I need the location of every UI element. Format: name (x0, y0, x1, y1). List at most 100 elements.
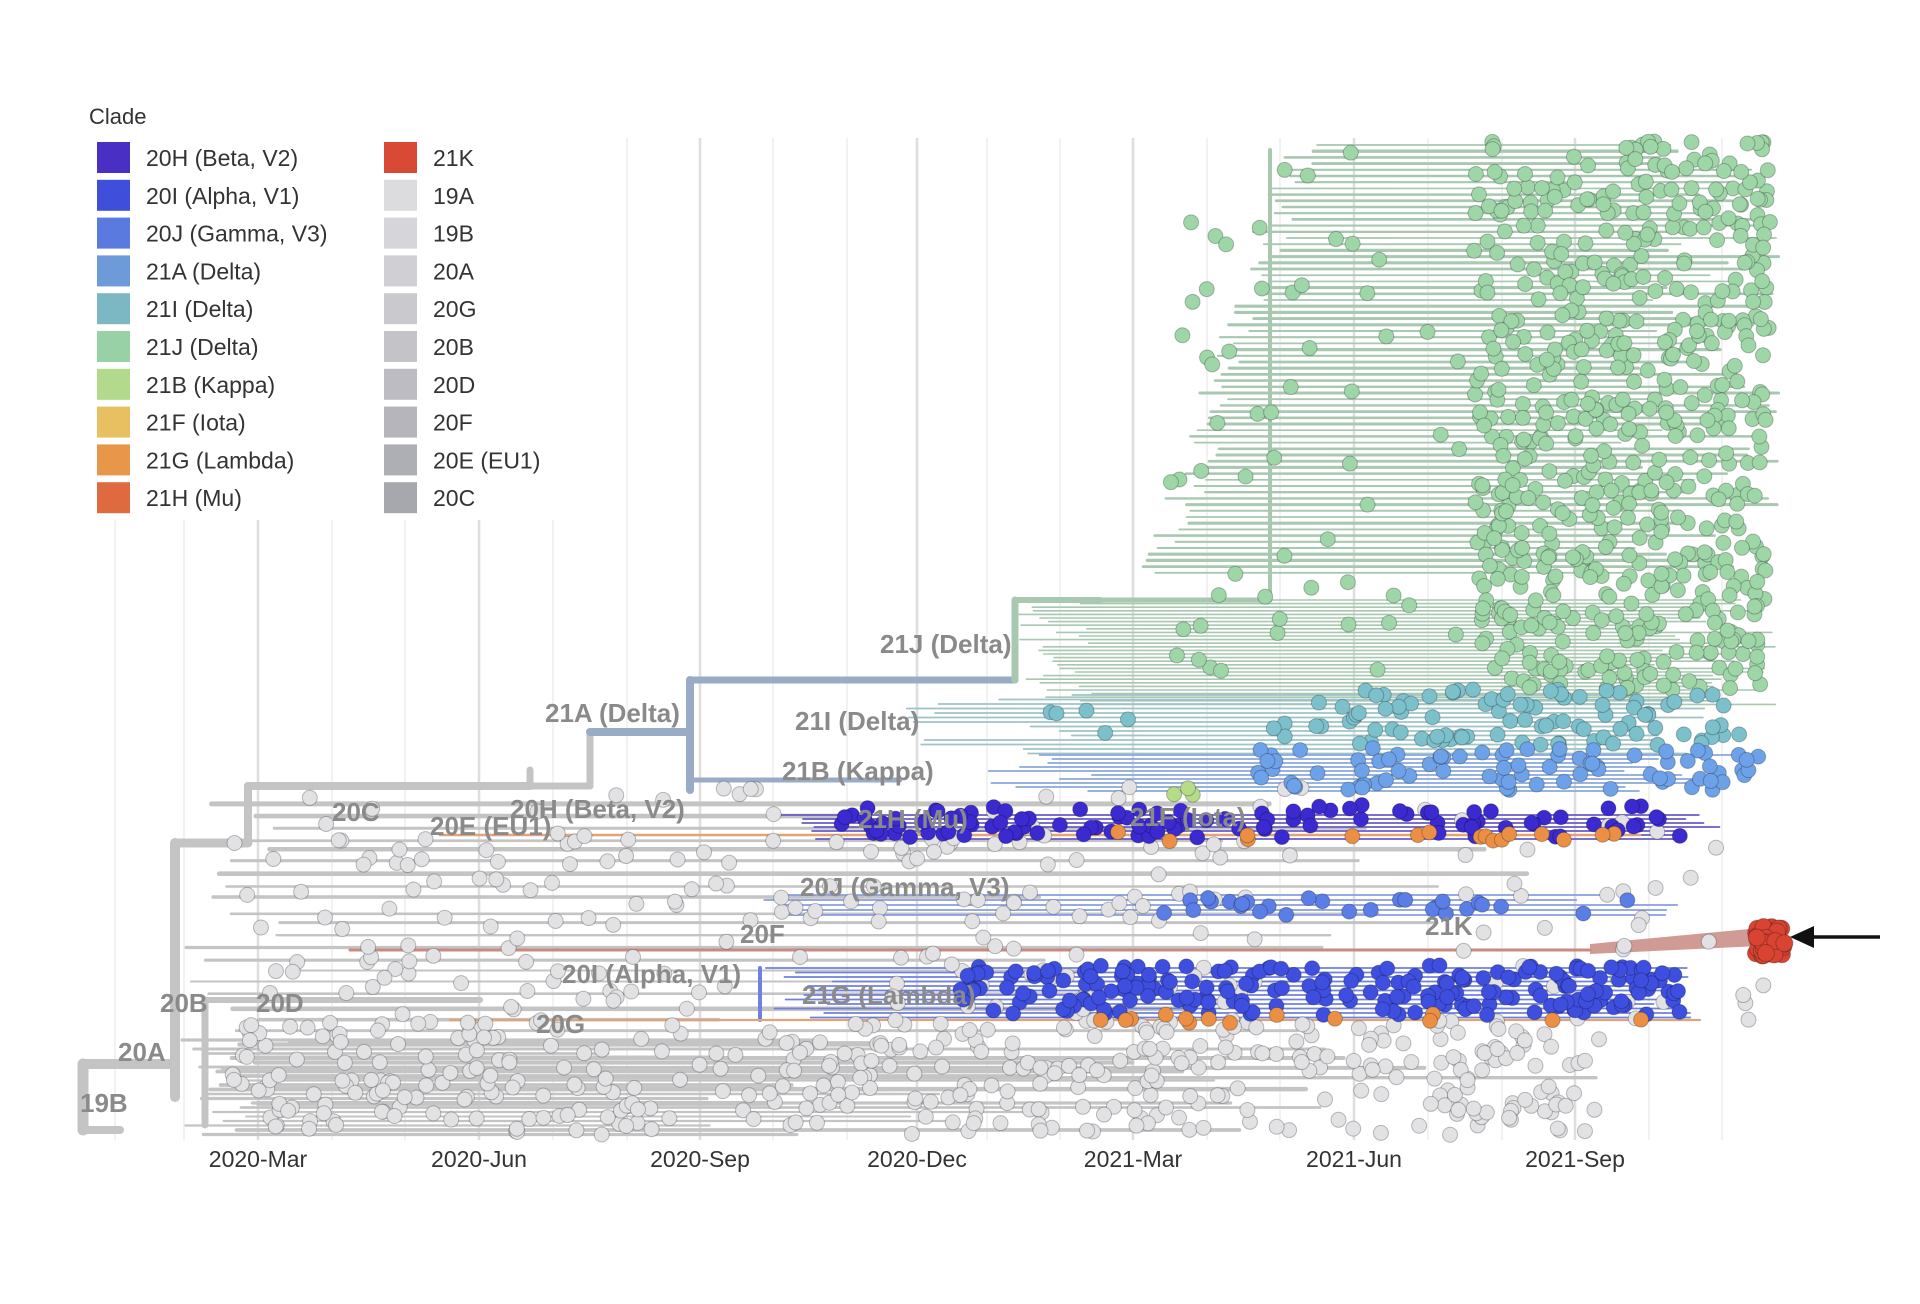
tip (1706, 614, 1723, 631)
tip (1513, 568, 1530, 585)
tip (1341, 903, 1358, 920)
tip (1304, 960, 1321, 977)
tip (1621, 420, 1638, 437)
clade-label-20I: 20I (Alpha, V1) (562, 959, 741, 989)
tip (1698, 520, 1715, 537)
tip (1681, 337, 1698, 354)
tip (1350, 704, 1367, 721)
tip (1074, 1098, 1091, 1115)
tip (1292, 742, 1309, 759)
tip (1602, 416, 1619, 433)
tip (1710, 491, 1727, 508)
tip (1207, 228, 1224, 245)
tip (1319, 531, 1336, 548)
tip (1541, 525, 1558, 542)
tip (599, 1109, 616, 1126)
tip (576, 1045, 593, 1062)
tip (1585, 816, 1602, 833)
tip (585, 1061, 602, 1078)
tip (821, 878, 838, 895)
tip (847, 1015, 864, 1032)
arrow-icon (1790, 926, 1880, 948)
tip (301, 789, 318, 806)
tip (1110, 790, 1127, 807)
tip (765, 806, 782, 823)
tip (863, 1052, 880, 1069)
tip (618, 848, 635, 865)
tip (561, 856, 578, 873)
tip (1519, 841, 1536, 858)
tip (1210, 1054, 1227, 1071)
tip (1532, 987, 1549, 1004)
tip (1586, 254, 1603, 271)
tip (807, 903, 824, 920)
clade-label-20F: 20F (740, 919, 785, 949)
tip (861, 1080, 878, 1097)
tip (318, 815, 335, 832)
tip (708, 875, 725, 892)
tip (761, 1024, 778, 1041)
tip (1501, 826, 1518, 843)
tip (836, 809, 853, 826)
tip (1490, 381, 1507, 398)
tip (1379, 960, 1396, 977)
tip (387, 961, 404, 978)
tip (1498, 503, 1515, 520)
tip (1489, 1041, 1506, 1058)
tip (1353, 762, 1370, 779)
tip (1620, 405, 1637, 422)
tip (1597, 538, 1614, 555)
tip (1675, 311, 1692, 328)
tip (618, 1117, 635, 1134)
tip (1718, 445, 1735, 462)
tip (1711, 659, 1728, 676)
tip (1444, 683, 1461, 700)
tip (1623, 595, 1640, 612)
tip (1640, 572, 1657, 589)
tip (1473, 365, 1490, 382)
tip (1439, 989, 1456, 1006)
tip (316, 909, 333, 926)
tip (1030, 1101, 1047, 1118)
tip (1455, 942, 1472, 959)
tip (459, 1014, 476, 1031)
legend-swatch (97, 444, 130, 476)
tip (1653, 565, 1670, 582)
tip (1719, 564, 1736, 581)
tip (250, 1082, 267, 1099)
tip (891, 1036, 908, 1053)
tip (1143, 1067, 1160, 1084)
tip (1575, 905, 1592, 922)
tip (509, 930, 526, 947)
tip (653, 1043, 670, 1060)
tip (1734, 392, 1751, 409)
tip (992, 814, 1009, 831)
tip (605, 992, 622, 1009)
tip (992, 1115, 1009, 1132)
tip (556, 1059, 573, 1076)
tip (1445, 1049, 1462, 1066)
tip (1594, 826, 1611, 843)
legend-item-label: 20G (433, 296, 476, 322)
tip (1553, 246, 1570, 263)
tip (1450, 1101, 1467, 1118)
legend-item-label: 21G (Lambda) (146, 447, 294, 473)
tip (417, 831, 434, 848)
tip (1729, 604, 1746, 621)
tip (1699, 412, 1716, 429)
tip (1032, 1122, 1049, 1139)
tip (1423, 804, 1440, 821)
tip (1605, 275, 1622, 292)
tip (1533, 180, 1550, 197)
tip (1715, 697, 1732, 714)
tip (1752, 311, 1769, 328)
tip (314, 1028, 331, 1045)
tip (1276, 728, 1293, 745)
tip (1573, 373, 1590, 390)
tip (1424, 709, 1441, 726)
tip (1341, 800, 1358, 817)
tip (478, 842, 495, 859)
tip (1740, 337, 1757, 354)
tip (1747, 928, 1766, 947)
tip (1701, 452, 1718, 469)
